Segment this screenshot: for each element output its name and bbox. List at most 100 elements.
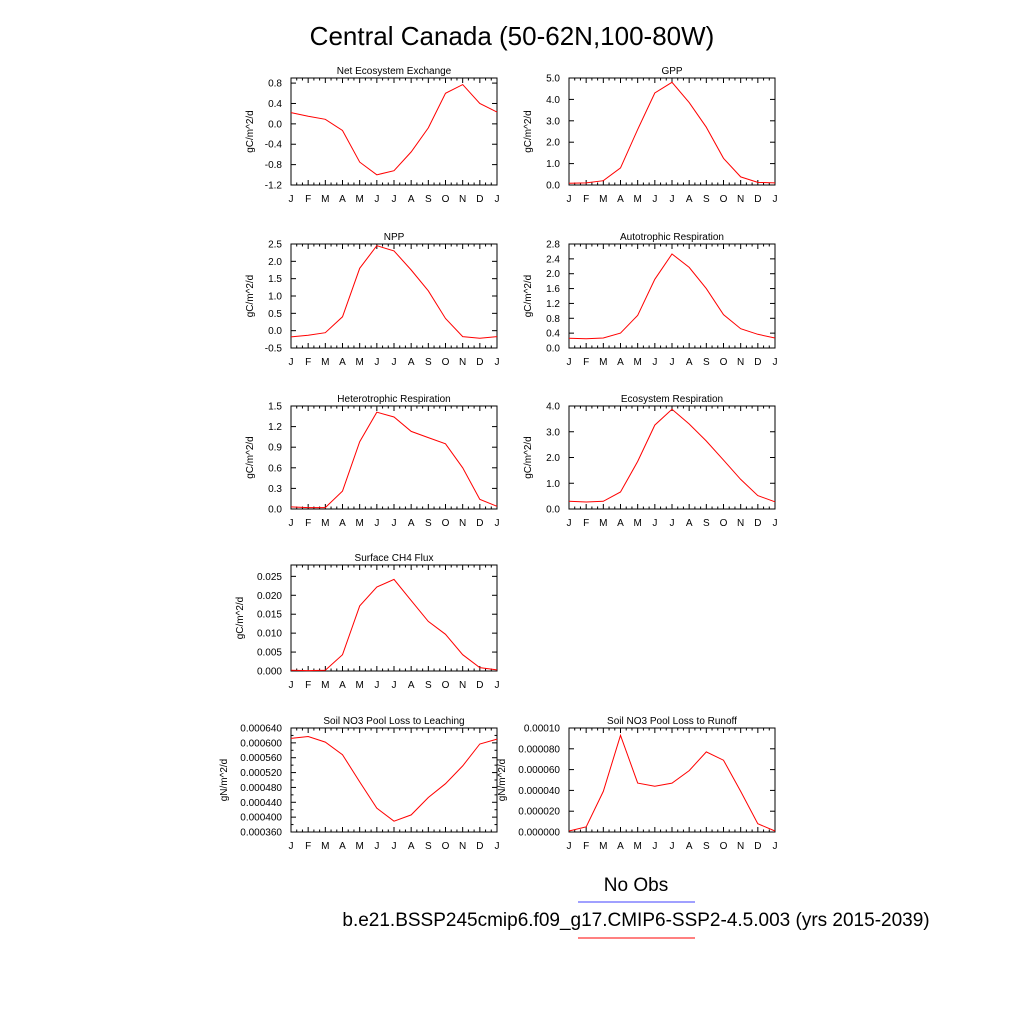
x-tick-label: A xyxy=(408,841,415,852)
legend-label-model: b.e21.BSSP245cmip6.f09_g17.CMIP6-SSP2-4.… xyxy=(342,910,929,931)
x-tick-label: M xyxy=(321,357,329,368)
y-tick-label: 0.000360 xyxy=(240,828,282,839)
x-tick-label: S xyxy=(425,841,432,852)
x-tick-label: A xyxy=(686,357,693,368)
y-tick-label: -0.4 xyxy=(265,140,283,151)
x-tick-label: J xyxy=(670,194,675,205)
panel-title: Soil NO3 Pool Loss to Runoff xyxy=(607,716,737,727)
x-tick-label: M xyxy=(599,194,607,205)
x-tick-label: A xyxy=(617,357,624,368)
x-tick-label: M xyxy=(355,680,363,691)
x-tick-label: J xyxy=(773,841,778,852)
y-tick-label: 0.4 xyxy=(268,99,282,110)
y-tick-label: 0.000080 xyxy=(518,744,560,755)
x-tick-label: A xyxy=(339,194,346,205)
x-tick-label: D xyxy=(476,518,483,529)
x-tick-label: N xyxy=(459,680,466,691)
x-tick-label: A xyxy=(408,357,415,368)
x-tick-label: S xyxy=(425,194,432,205)
x-tick-label: N xyxy=(737,518,744,529)
x-tick-label: M xyxy=(321,680,329,691)
panel-title: NPP xyxy=(384,232,405,243)
x-tick-label: J xyxy=(670,357,675,368)
y-axis-label: gC/m^2/d xyxy=(245,275,256,318)
x-tick-label: A xyxy=(617,194,624,205)
y-tick-label: 2.5 xyxy=(268,240,282,251)
x-tick-label: J xyxy=(773,518,778,529)
y-tick-label: 0.3 xyxy=(268,484,282,495)
y-tick-label: 0.6 xyxy=(268,463,282,474)
x-tick-label: J xyxy=(652,357,657,368)
y-tick-label: 0.5 xyxy=(268,309,282,320)
series-line-1 xyxy=(290,411,498,509)
x-tick-label: D xyxy=(476,841,483,852)
y-tick-label: 5.0 xyxy=(546,74,560,85)
y-tick-label: 0.0 xyxy=(546,505,560,516)
panel-title: Soil NO3 Pool Loss to Leaching xyxy=(323,716,464,727)
x-tick-label: J xyxy=(289,680,294,691)
y-tick-label: 0.000400 xyxy=(240,813,282,824)
x-tick-label: J xyxy=(392,680,397,691)
x-tick-label: A xyxy=(617,518,624,529)
x-tick-label: M xyxy=(599,841,607,852)
x-tick-label: M xyxy=(355,357,363,368)
panel-title: GPP xyxy=(661,66,682,77)
y-tick-label: -0.5 xyxy=(265,344,283,355)
y-tick-label: 2.0 xyxy=(268,257,282,268)
y-tick-label: 1.0 xyxy=(546,159,560,170)
legend-label-obs: No Obs xyxy=(604,875,668,896)
x-tick-label: N xyxy=(737,357,744,368)
x-tick-label: D xyxy=(754,357,761,368)
x-tick-label: O xyxy=(720,357,728,368)
x-tick-label: J xyxy=(652,194,657,205)
series-line-1 xyxy=(568,253,776,340)
x-tick-label: F xyxy=(583,518,589,529)
y-tick-label: 2.0 xyxy=(546,453,560,464)
x-tick-label: M xyxy=(355,841,363,852)
plot-frame xyxy=(568,405,776,510)
x-tick-label: M xyxy=(633,518,641,529)
x-tick-label: M xyxy=(633,841,641,852)
y-tick-label: 0.8 xyxy=(268,79,282,90)
y-tick-label: 1.5 xyxy=(268,402,282,413)
y-tick-label: 0.000440 xyxy=(240,798,282,809)
x-tick-label: J xyxy=(289,518,294,529)
x-tick-label: J xyxy=(652,518,657,529)
y-tick-label: 0.00010 xyxy=(524,724,561,735)
x-tick-label: D xyxy=(754,841,761,852)
x-tick-label: M xyxy=(633,357,641,368)
x-tick-label: D xyxy=(476,357,483,368)
x-tick-label: M xyxy=(633,194,641,205)
series-line-1 xyxy=(568,81,776,184)
y-tick-label: 2.0 xyxy=(546,269,560,280)
y-tick-label: 3.0 xyxy=(546,427,560,438)
x-tick-label: J xyxy=(289,194,294,205)
x-tick-label: F xyxy=(583,194,589,205)
x-tick-label: O xyxy=(442,194,450,205)
x-tick-label: J xyxy=(773,194,778,205)
x-tick-label: J xyxy=(495,357,500,368)
x-tick-label: J xyxy=(567,518,572,529)
y-tick-label: -1.2 xyxy=(265,181,283,192)
y-tick-label: 0.000640 xyxy=(240,724,282,735)
x-tick-label: J xyxy=(567,841,572,852)
x-tick-label: M xyxy=(599,357,607,368)
y-tick-label: 4.0 xyxy=(546,402,560,413)
y-axis-label: gC/m^2/d xyxy=(235,597,246,640)
x-tick-label: M xyxy=(321,518,329,529)
plot-frame xyxy=(290,243,498,349)
x-tick-label: D xyxy=(754,194,761,205)
x-tick-label: A xyxy=(339,680,346,691)
x-tick-label: F xyxy=(583,357,589,368)
y-tick-label: 0.000060 xyxy=(518,765,560,776)
y-tick-label: 2.8 xyxy=(546,240,560,251)
series-line-1 xyxy=(290,735,498,822)
y-tick-label: 0.9 xyxy=(268,443,282,454)
